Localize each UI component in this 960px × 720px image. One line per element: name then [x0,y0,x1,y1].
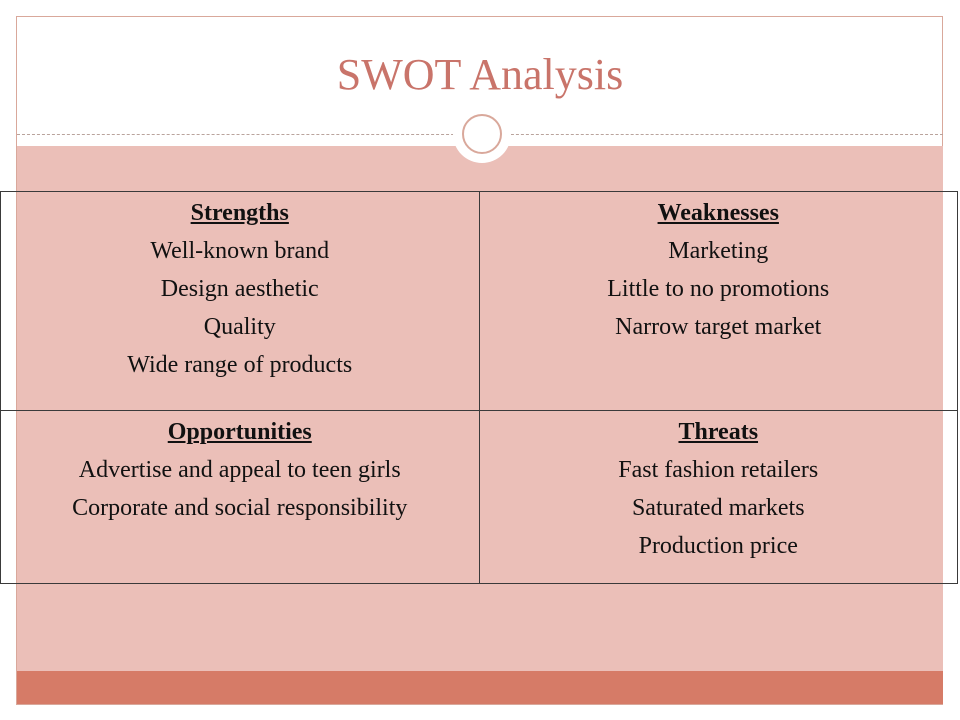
circle-ornament-ring [462,114,502,154]
list-item: Marketing [668,238,769,264]
strengths-cell: Strengths Well-known brand Design aesthe… [0,191,480,411]
list-item: Fast fashion retailers [618,457,819,483]
list-item: Narrow target market [615,314,822,340]
list-item: Well-known brand [150,238,330,264]
table-row: Opportunities Advertise and appeal to te… [0,410,958,584]
opportunities-heading: Opportunities [167,419,312,445]
circle-ornament-icon [453,105,511,163]
list-item: Advertise and appeal to teen girls [78,457,401,483]
opportunities-cell: Opportunities Advertise and appeal to te… [0,410,480,584]
slide-title: SWOT Analysis [336,50,624,99]
list-item: Saturated markets [631,495,805,521]
list-item: Design aesthetic [160,276,319,302]
list-item: Quality [203,314,276,340]
footer-bar [17,671,943,704]
threats-cell: Threats Fast fashion retailers Saturated… [478,410,958,584]
table-row: Strengths Well-known brand Design aesthe… [0,191,958,411]
threats-heading: Threats [678,419,759,445]
list-item: Wide range of products [127,352,353,378]
weaknesses-heading: Weaknesses [657,200,779,226]
list-item: Little to no promotions [607,276,830,302]
strengths-heading: Strengths [190,200,289,226]
swot-table: Strengths Well-known brand Design aesthe… [0,191,958,584]
list-item: Production price [638,533,798,559]
weaknesses-cell: Weaknesses Marketing Little to no promot… [478,191,958,411]
list-item: Corporate and social responsibility [72,495,408,521]
